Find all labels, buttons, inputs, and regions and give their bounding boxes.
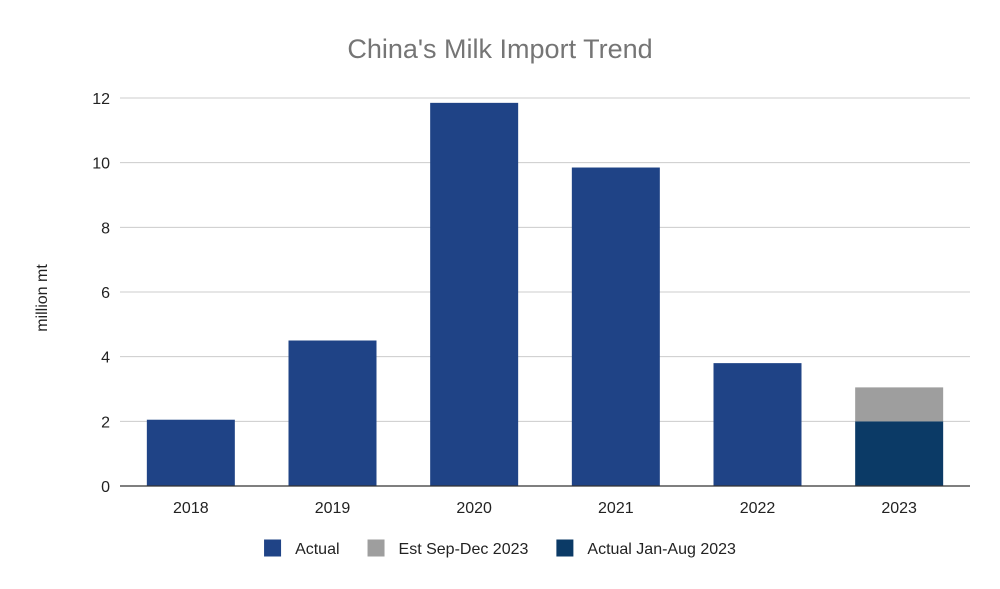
legend-swatch — [556, 539, 574, 557]
bar-2022-actual — [713, 363, 802, 486]
x-tick-label: 2022 — [740, 500, 776, 517]
x-tick-label: 2019 — [315, 500, 351, 517]
y-tick-label: 4 — [101, 350, 110, 367]
y-tick-label: 12 — [92, 91, 110, 108]
legend: Actual Est Sep-Dec 2023 Actual Jan-Aug 202… — [264, 539, 736, 558]
y-tick-label: 2 — [101, 414, 110, 431]
legend-swatch — [367, 539, 385, 557]
legend-label: Est Sep-Dec 2023 — [399, 541, 529, 558]
x-tick-label: 2021 — [598, 500, 634, 517]
x-tick-label: 2020 — [456, 500, 492, 517]
y-axis-label: million mt — [34, 264, 51, 332]
bar-2023-actual-jan-aug-2023 — [855, 421, 944, 486]
bar-2019-actual — [288, 340, 377, 486]
chart-title: China's Milk Import Trend — [347, 34, 652, 64]
y-tick-label: 10 — [92, 156, 110, 173]
legend-label: Actual — [295, 541, 339, 558]
axes: 0 2 4 6 8 10 12 2018 2019 2020 2021 2022 2023 — [92, 91, 970, 517]
y-tick-label: 8 — [101, 220, 110, 237]
legend-label: Actual Jan-Aug 2023 — [587, 541, 736, 558]
bar-2018-actual — [146, 419, 235, 486]
bars — [146, 102, 944, 486]
legend-swatch — [264, 539, 282, 557]
bar-2023-est-sep-dec-2023 — [855, 387, 944, 422]
bar-2021-actual — [571, 167, 660, 486]
y-tick-label: 0 — [101, 479, 110, 496]
bar-2020-actual — [430, 102, 519, 486]
gridlines — [120, 97, 970, 422]
x-tick-label: 2023 — [881, 500, 917, 517]
y-tick-label: 6 — [101, 285, 110, 302]
x-tick-label: 2018 — [173, 500, 209, 517]
